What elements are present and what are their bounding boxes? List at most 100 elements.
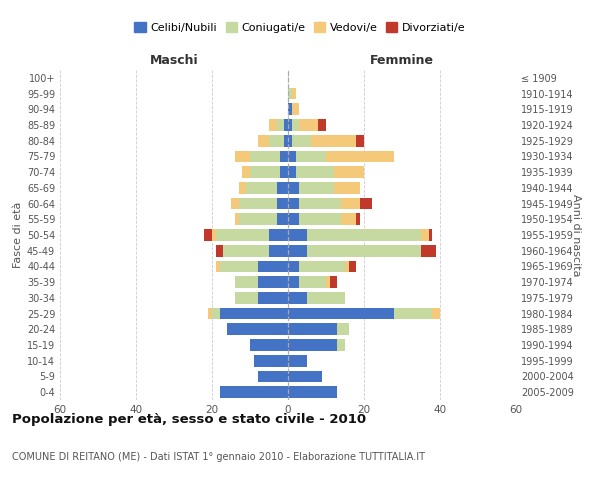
- Bar: [394, 308, 433, 320]
- Bar: [307, 292, 345, 304]
- Bar: [277, 182, 288, 194]
- Bar: [288, 198, 299, 209]
- Bar: [216, 260, 220, 272]
- Bar: [250, 166, 280, 178]
- Bar: [319, 119, 326, 131]
- Bar: [288, 104, 292, 115]
- Legend: Celibi/Nubili, Coniugati/e, Vedovi/e, Divorziati/e: Celibi/Nubili, Coniugati/e, Vedovi/e, Di…: [130, 18, 470, 38]
- Bar: [246, 182, 277, 194]
- Bar: [337, 339, 345, 351]
- Bar: [341, 214, 356, 225]
- Bar: [330, 276, 337, 288]
- Bar: [288, 339, 337, 351]
- Bar: [356, 135, 364, 146]
- Bar: [250, 339, 288, 351]
- Bar: [288, 324, 337, 335]
- Bar: [421, 229, 428, 241]
- Bar: [223, 245, 269, 256]
- Bar: [235, 276, 257, 288]
- Bar: [299, 276, 326, 288]
- Bar: [349, 260, 356, 272]
- Bar: [288, 292, 307, 304]
- Bar: [239, 182, 246, 194]
- Bar: [239, 214, 277, 225]
- Bar: [231, 198, 239, 209]
- Bar: [284, 119, 288, 131]
- Text: Femmine: Femmine: [370, 54, 434, 67]
- Bar: [288, 229, 307, 241]
- Bar: [257, 292, 288, 304]
- Bar: [292, 88, 296, 100]
- Bar: [277, 119, 284, 131]
- Bar: [277, 214, 288, 225]
- Bar: [334, 182, 360, 194]
- Bar: [235, 214, 239, 225]
- Bar: [239, 198, 277, 209]
- Bar: [212, 229, 216, 241]
- Bar: [269, 245, 288, 256]
- Text: Popolazione per età, sesso e stato civile - 2010: Popolazione per età, sesso e stato civil…: [12, 412, 366, 426]
- Bar: [288, 386, 337, 398]
- Bar: [296, 166, 334, 178]
- Bar: [235, 150, 250, 162]
- Bar: [205, 229, 212, 241]
- Bar: [288, 166, 296, 178]
- Bar: [269, 229, 288, 241]
- Bar: [242, 166, 250, 178]
- Bar: [292, 135, 311, 146]
- Y-axis label: Anni di nascita: Anni di nascita: [571, 194, 581, 276]
- Bar: [208, 308, 212, 320]
- Bar: [292, 119, 299, 131]
- Bar: [280, 166, 288, 178]
- Bar: [345, 260, 349, 272]
- Bar: [433, 308, 440, 320]
- Bar: [227, 324, 288, 335]
- Bar: [421, 245, 436, 256]
- Bar: [334, 166, 364, 178]
- Text: COMUNE DI REITANO (ME) - Dati ISTAT 1° gennaio 2010 - Elaborazione TUTTITALIA.IT: COMUNE DI REITANO (ME) - Dati ISTAT 1° g…: [12, 452, 425, 462]
- Bar: [288, 135, 292, 146]
- Bar: [288, 245, 307, 256]
- Bar: [280, 150, 288, 162]
- Bar: [299, 260, 345, 272]
- Bar: [326, 150, 394, 162]
- Bar: [288, 182, 299, 194]
- Bar: [250, 150, 280, 162]
- Bar: [269, 135, 284, 146]
- Bar: [299, 214, 341, 225]
- Bar: [235, 292, 257, 304]
- Bar: [356, 214, 360, 225]
- Bar: [288, 308, 394, 320]
- Bar: [307, 245, 421, 256]
- Bar: [284, 135, 288, 146]
- Bar: [288, 370, 322, 382]
- Bar: [220, 386, 288, 398]
- Bar: [269, 119, 277, 131]
- Bar: [307, 229, 421, 241]
- Bar: [296, 150, 326, 162]
- Y-axis label: Fasce di età: Fasce di età: [13, 202, 23, 268]
- Bar: [220, 308, 288, 320]
- Bar: [326, 276, 330, 288]
- Bar: [288, 260, 299, 272]
- Text: Maschi: Maschi: [149, 54, 199, 67]
- Bar: [360, 198, 371, 209]
- Bar: [254, 355, 288, 366]
- Bar: [299, 198, 341, 209]
- Bar: [288, 355, 307, 366]
- Bar: [216, 229, 269, 241]
- Bar: [292, 104, 299, 115]
- Bar: [257, 135, 269, 146]
- Bar: [288, 150, 296, 162]
- Bar: [341, 198, 360, 209]
- Bar: [311, 135, 356, 146]
- Bar: [288, 276, 299, 288]
- Bar: [257, 276, 288, 288]
- Bar: [277, 198, 288, 209]
- Bar: [216, 245, 223, 256]
- Bar: [257, 370, 288, 382]
- Bar: [288, 119, 292, 131]
- Bar: [428, 229, 433, 241]
- Bar: [288, 88, 292, 100]
- Bar: [337, 324, 349, 335]
